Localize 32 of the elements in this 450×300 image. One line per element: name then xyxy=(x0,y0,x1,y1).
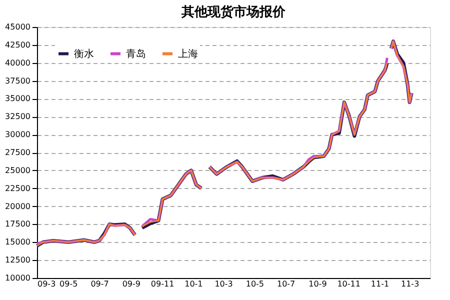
y-tick-label: 35000 xyxy=(5,94,30,104)
y-tick-label: 30000 xyxy=(5,130,30,140)
y-tick-label: 20000 xyxy=(5,202,30,211)
y-tick-label: 27500 xyxy=(5,148,30,157)
y-tick-label: 17500 xyxy=(5,220,30,229)
y-tick-label: 42500 xyxy=(5,40,30,50)
y-tick-label: 37500 xyxy=(5,76,30,86)
legend-label: 衡水 xyxy=(74,48,94,60)
y-tick-label: 10000 xyxy=(5,274,30,282)
x-tick-label: 10-1 xyxy=(184,280,203,288)
chart-title: 其他现货市场报价 xyxy=(180,4,286,20)
y-tick-label: 12500 xyxy=(5,256,30,265)
x-tick-label: 10-9 xyxy=(308,280,327,288)
x-tick-label: 10-5 xyxy=(246,280,264,288)
x-tick-label: 11-1 xyxy=(370,280,390,288)
x-tick-label: 09-7 xyxy=(90,280,109,288)
x-tick-label: 09-9 xyxy=(122,280,140,288)
x-tick-label: 10-7 xyxy=(276,280,296,288)
x-tick-label: 11-3 xyxy=(401,280,420,288)
y-tick-label: 45000 xyxy=(5,22,30,32)
y-tick-label: 32500 xyxy=(5,112,30,122)
legend-label: 上海 xyxy=(178,48,198,60)
legend-label: 青岛 xyxy=(126,48,146,60)
x-tick-label: 10-11 xyxy=(337,280,360,288)
y-tick-label: 25000 xyxy=(5,166,30,175)
y-tick-label: 22500 xyxy=(5,184,30,193)
x-tick-label: 09-11 xyxy=(150,280,174,288)
x-tick-label: 10-3 xyxy=(214,280,233,288)
y-tick-label: 15000 xyxy=(5,238,30,247)
x-tick-label: 09-5 xyxy=(60,280,78,288)
x-tick-label: 09-3 xyxy=(38,280,56,288)
y-tick-label: 40000 xyxy=(5,58,30,68)
